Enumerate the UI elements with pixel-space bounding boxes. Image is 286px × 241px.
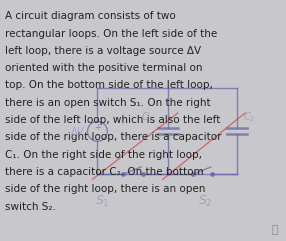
Text: A circuit diagram consists of two: A circuit diagram consists of two [5, 11, 176, 21]
Text: $C_2$: $C_2$ [243, 110, 255, 124]
Text: there is a capacitor C₂. On the bottom: there is a capacitor C₂. On the bottom [5, 167, 204, 177]
Text: top. On the bottom side of the left loop,: top. On the bottom side of the left loop… [5, 80, 213, 90]
Text: $\Delta V$: $\Delta V$ [70, 125, 86, 137]
Text: side of the right loop, there is an open: side of the right loop, there is an open [5, 184, 206, 194]
Text: ⓘ: ⓘ [271, 225, 278, 235]
Text: $C_1$: $C_1$ [141, 110, 154, 124]
Text: oriented with the positive terminal on: oriented with the positive terminal on [5, 63, 203, 73]
Text: +: + [94, 123, 101, 132]
Text: −: − [94, 131, 101, 140]
Text: side of the left loop, which is also the left: side of the left loop, which is also the… [5, 115, 221, 125]
Text: $S_2$: $S_2$ [198, 194, 213, 209]
Text: side of the right loop, there is a capacitor: side of the right loop, there is a capac… [5, 132, 222, 142]
Text: C₁. On the right side of the right loop,: C₁. On the right side of the right loop, [5, 150, 202, 160]
Text: $S_1$: $S_1$ [95, 194, 110, 209]
Text: left loop, there is a voltage source ΔV: left loop, there is a voltage source ΔV [5, 46, 201, 56]
Text: there is an open switch S₁. On the right: there is an open switch S₁. On the right [5, 98, 211, 108]
Text: rectangular loops. On the left side of the: rectangular loops. On the left side of t… [5, 29, 218, 39]
Text: switch S₂.: switch S₂. [5, 201, 56, 212]
